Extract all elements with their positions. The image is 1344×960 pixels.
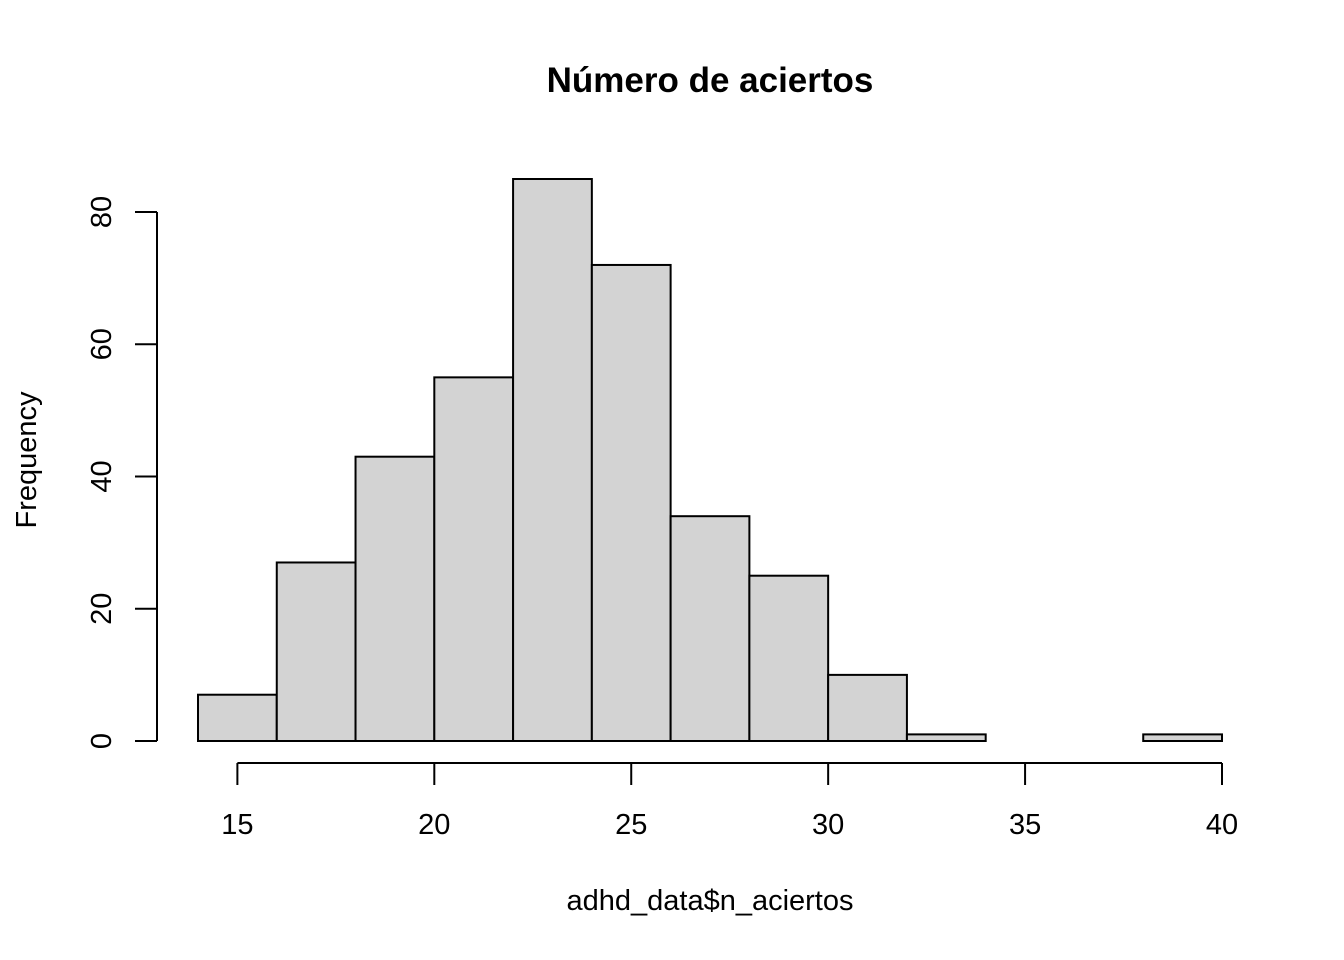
- x-axis-label: adhd_data$n_aciertos: [566, 885, 853, 917]
- histogram-bar: [748, 574, 830, 742]
- histogram-bar: [827, 673, 908, 742]
- x-tick-label: 30: [812, 809, 844, 841]
- histogram-bar: [512, 178, 593, 742]
- histogram-bar: [590, 263, 672, 742]
- y-tick-label: 20: [86, 593, 118, 625]
- histogram-bar: [905, 733, 987, 743]
- y-tick-label: 80: [86, 196, 118, 228]
- histogram-bar: [275, 561, 357, 743]
- x-axis: 15 20 25 30 35 40: [221, 762, 1238, 841]
- y-axis-label: Frequency: [11, 391, 43, 529]
- y-tick-label: 60: [86, 328, 118, 360]
- x-tick-label: 20: [418, 809, 450, 841]
- histogram-bar: [669, 515, 751, 743]
- histogram-bar: [354, 455, 436, 742]
- y-axis: 0 20 40 60 80: [86, 196, 158, 749]
- histogram-bar: [433, 376, 515, 742]
- y-tick-label: 0: [86, 733, 118, 749]
- histogram-bar: [197, 693, 278, 743]
- histogram-bar: [1142, 733, 1223, 743]
- x-tick-label: 15: [221, 809, 253, 841]
- x-tick-label: 40: [1206, 809, 1238, 841]
- chart-title: Número de aciertos: [547, 61, 874, 100]
- y-tick-label: 40: [86, 460, 118, 492]
- x-tick-label: 25: [615, 809, 647, 841]
- bars-group: [197, 178, 1223, 743]
- x-tick-label: 35: [1009, 809, 1041, 841]
